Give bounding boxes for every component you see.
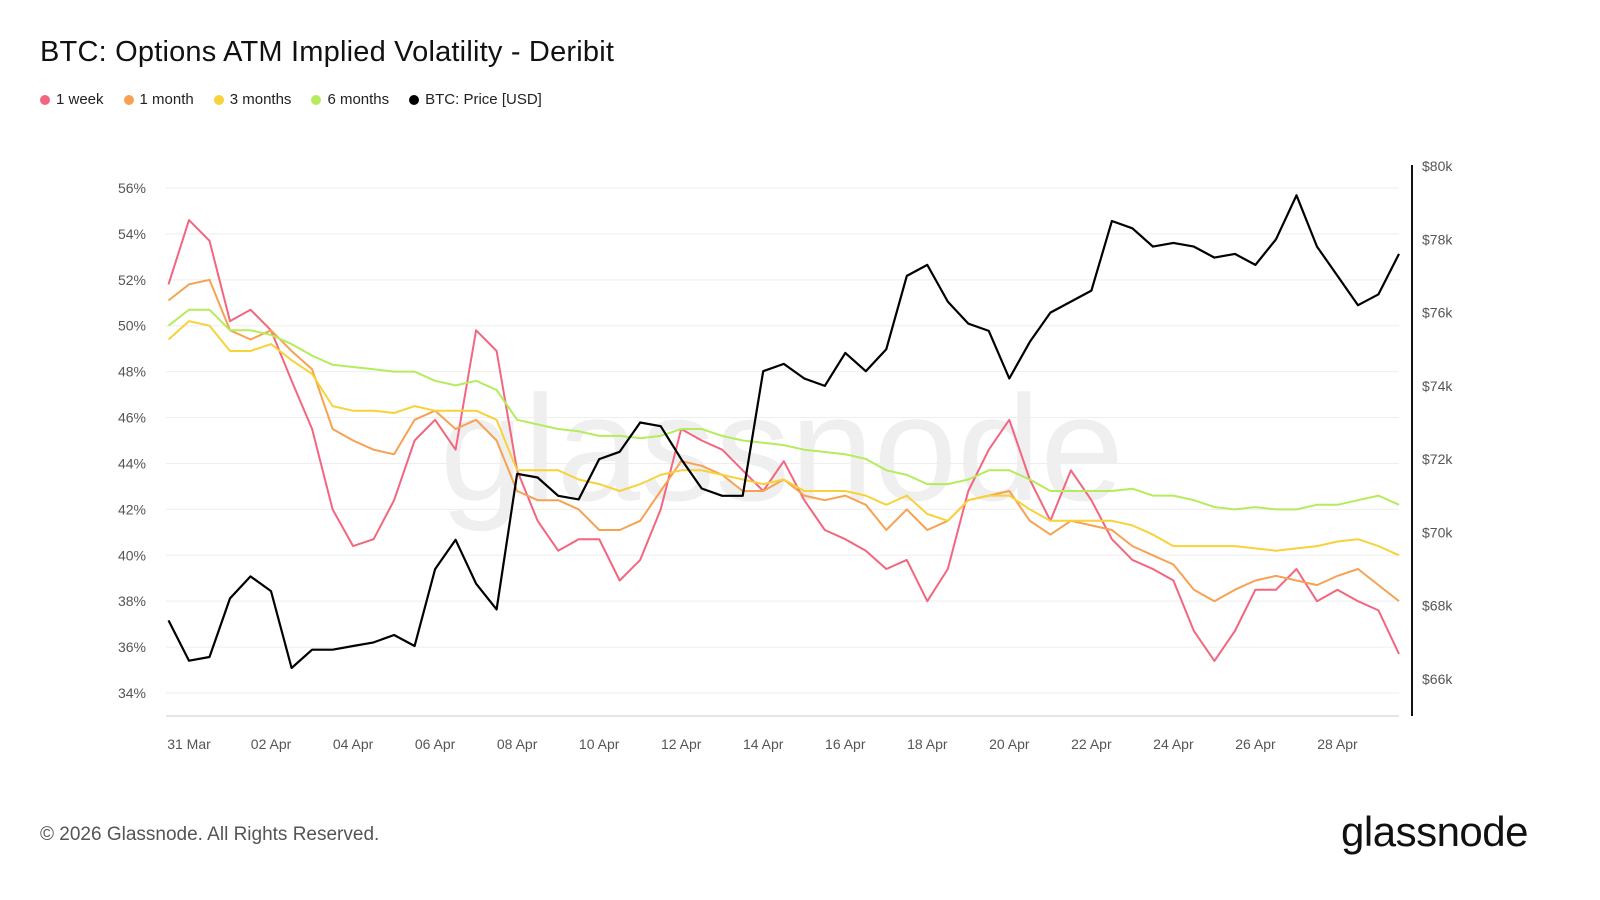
legend: 1 week 1 month 3 months 6 months BTC: Pr… [40,91,542,108]
y-left-tick-label: 54% [118,226,146,242]
legend-label: BTC: Price [USD] [425,91,542,108]
y-left-tick-label: 40% [118,547,146,563]
x-tick-label: 31 Mar [167,736,211,752]
x-tick-label: 06 Apr [415,736,456,752]
y-left-tick-label: 34% [118,685,146,701]
y-left-tick-label: 44% [118,455,146,471]
legend-label: 1 week [56,91,104,108]
y-right-tick-label: $70k [1422,524,1453,540]
y-left-tick-label: 46% [118,410,146,426]
y-left-tick-label: 50% [118,318,146,334]
x-tick-label: 24 Apr [1153,736,1194,752]
series-line-6-months [167,308,1400,511]
chart-title: BTC: Options ATM Implied Volatility - De… [40,36,615,68]
legend-item-1-month[interactable]: 1 month [123,91,194,108]
legend-dot-icon [409,94,420,105]
x-tick-label: 04 Apr [333,736,374,752]
series-line-btc-price-usd [167,194,1400,670]
y-left-tick-label: 52% [118,272,146,288]
legend-item-1-week[interactable]: 1 week [40,91,104,108]
y-right-tick-label: $80k [1422,158,1453,174]
legend-label: 3 months [229,91,292,108]
y-right-tick-label: $66k [1422,671,1453,687]
legend-label: 6 months [327,91,390,108]
x-tick-label: 08 Apr [497,736,538,752]
x-tick-label: 22 Apr [1071,736,1112,752]
legend-dot-icon [40,94,50,105]
legend-item-6-months[interactable]: 6 months [311,91,389,108]
y-left-tick-label: 38% [118,593,146,609]
y-right-tick-label: $78k [1422,231,1453,247]
x-tick-label: 20 Apr [989,736,1030,752]
legend-dot-icon [213,94,224,105]
x-tick-label: 12 Apr [661,736,702,752]
x-tick-label: 16 Apr [825,736,866,752]
legend-item-btc-price[interactable]: BTC: Price [USD] [409,91,542,108]
legend-dot-icon [123,94,134,105]
x-tick-label: 26 Apr [1235,736,1276,752]
series-line-3-months [167,320,1400,557]
x-tick-label: 28 Apr [1317,736,1358,752]
y-right-tick-label: $74k [1422,378,1453,394]
legend-label: 1 month [139,91,194,108]
y-right-tick-label: $72k [1422,451,1453,467]
y-left-tick-label: 42% [118,501,146,517]
y-left-tick-label: 48% [118,364,146,380]
series-line-1-week [167,219,1400,662]
watermark: glassnode [440,364,1124,532]
legend-item-3-months[interactable]: 3 months [213,91,292,108]
glassnode-logo: glassnode [1341,808,1528,855]
y-left-tick-label: 56% [118,180,146,196]
x-tick-label: 10 Apr [579,736,620,752]
y-right-tick-label: $68k [1422,598,1453,614]
x-tick-label: 14 Apr [743,736,784,752]
legend-dot-icon [311,94,322,105]
y-left-tick-label: 36% [118,639,146,655]
x-tick-label: 02 Apr [251,736,292,752]
x-tick-label: 18 Apr [907,736,948,752]
y-right-tick-label: $76k [1422,305,1453,321]
copyright: © 2026 Glassnode. All Rights Reserved. [40,824,380,845]
